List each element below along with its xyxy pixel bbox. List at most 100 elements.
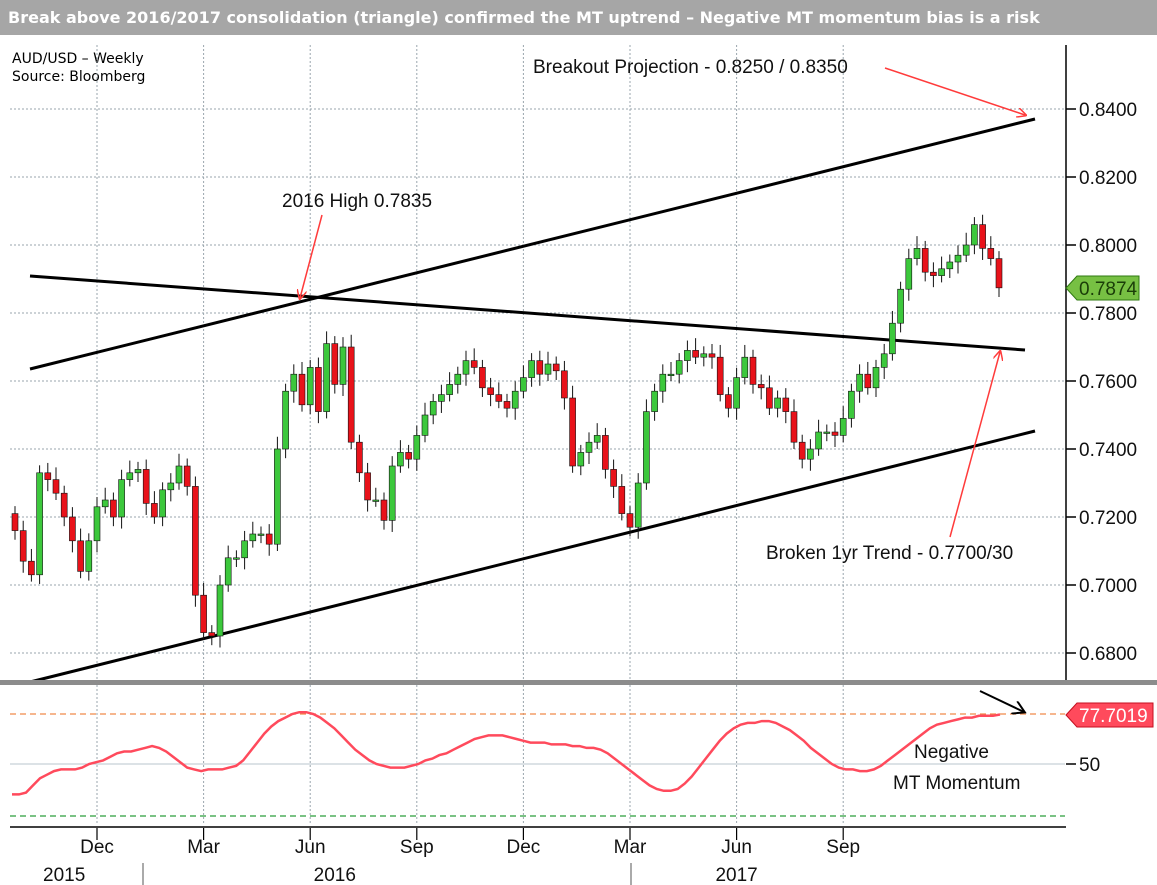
last-momentum-marker: 77.7019 <box>1065 702 1154 728</box>
candle-body <box>36 472 43 576</box>
candle-body <box>528 360 535 378</box>
candle-body <box>405 452 412 460</box>
candle-body <box>60 492 68 518</box>
price-tick-label: 0.8000 <box>1079 236 1137 257</box>
candle-body <box>667 373 675 377</box>
price-tick-label: 0.7800 <box>1079 304 1137 325</box>
candle-body <box>839 418 847 436</box>
candle-body <box>618 486 626 514</box>
candle-body <box>364 472 371 501</box>
candle-body <box>454 373 462 385</box>
candle-body <box>274 448 281 545</box>
candle-body <box>585 441 593 453</box>
price-tick-label: 0.8200 <box>1079 168 1137 189</box>
x-tick-label: Sep <box>826 837 860 858</box>
high-2016-label: 2016 High 0.7835 <box>282 191 432 212</box>
candle-body <box>946 261 954 270</box>
candle-body <box>749 356 757 385</box>
candle-body <box>159 489 166 518</box>
candle-body <box>101 499 109 508</box>
momentum-arrow <box>979 690 1024 712</box>
candle-body <box>224 557 232 586</box>
candle-body <box>511 390 519 409</box>
candle-body <box>151 503 158 518</box>
candle-body <box>708 353 716 358</box>
candle-body <box>889 322 896 355</box>
candle-body <box>339 346 347 385</box>
candle-body <box>848 390 855 419</box>
breakout-projection-label: Breakout Projection - 0.8250 / 0.8350 <box>533 57 848 78</box>
candle-body <box>790 411 798 443</box>
breakout-projection-arrow <box>884 67 1025 115</box>
candle-body <box>421 414 429 436</box>
candle-body <box>479 367 486 389</box>
panel-separator <box>0 680 1157 685</box>
candle-body <box>774 397 781 409</box>
candle-body <box>921 248 929 273</box>
candle-body <box>577 452 585 467</box>
candle-body <box>192 486 199 596</box>
candle-body <box>987 248 995 259</box>
candle-body <box>257 533 265 536</box>
candle-body <box>643 411 650 484</box>
candle-body <box>183 465 191 487</box>
candle-body <box>733 377 740 409</box>
triangle-upper-line <box>29 274 1026 352</box>
candle-body <box>200 594 207 633</box>
candle-body <box>323 343 330 412</box>
mt-momentum-label: MT Momentum <box>893 773 1020 794</box>
candle-body <box>77 540 84 572</box>
candle-body <box>462 360 470 375</box>
subtitle-instrument: AUD/USD – Weekly <box>12 51 144 67</box>
candle-body <box>44 472 52 480</box>
candle-body <box>700 353 708 358</box>
candle-body <box>85 540 93 572</box>
candle-body <box>142 469 150 504</box>
broken-trend-arrow <box>949 352 1000 538</box>
candle-body <box>659 373 667 392</box>
candle-body <box>93 506 101 542</box>
candle-body <box>938 268 945 276</box>
momentum-line <box>12 710 1001 796</box>
candle-body <box>716 356 724 395</box>
last-price-marker: 0.7874 <box>1065 275 1140 301</box>
candle-body <box>913 248 921 259</box>
candle-body <box>897 288 904 324</box>
candle-body <box>290 373 298 392</box>
candle-body <box>864 373 872 389</box>
candle-body <box>233 557 240 560</box>
candle-body <box>11 513 19 531</box>
candle-body <box>298 373 306 406</box>
candle-body <box>347 346 355 443</box>
year-label: 2017 <box>715 865 757 885</box>
candle-body <box>766 387 773 409</box>
candle-body <box>413 435 421 460</box>
price-tick-label: 0.7000 <box>1079 576 1137 597</box>
candle-body <box>126 472 134 480</box>
candle-body <box>536 360 544 375</box>
x-tick-label: Sep <box>400 837 434 858</box>
candle-body <box>971 224 978 246</box>
candle-body <box>561 370 568 399</box>
x-tick-label: Mar <box>187 837 220 858</box>
high-2016-arrow <box>300 214 323 298</box>
candle-body <box>692 350 699 358</box>
candle-body <box>856 373 863 392</box>
candle-body <box>446 384 453 395</box>
year-label: 2016 <box>314 865 356 885</box>
x-tick-label: Dec <box>507 837 541 858</box>
x-tick-label: Dec <box>80 837 114 858</box>
last-price-label: 0.7874 <box>1079 279 1138 300</box>
gridlines <box>10 45 1065 825</box>
candle-body <box>470 360 478 368</box>
lower-channel-line <box>29 429 1036 684</box>
candle-body <box>249 533 257 542</box>
candle-body <box>954 254 962 263</box>
candle-body <box>930 271 937 276</box>
candle-body <box>626 513 634 528</box>
candle-body <box>216 584 224 637</box>
candle-body <box>831 431 839 436</box>
candle-body <box>380 499 388 521</box>
candle-body <box>807 448 814 460</box>
